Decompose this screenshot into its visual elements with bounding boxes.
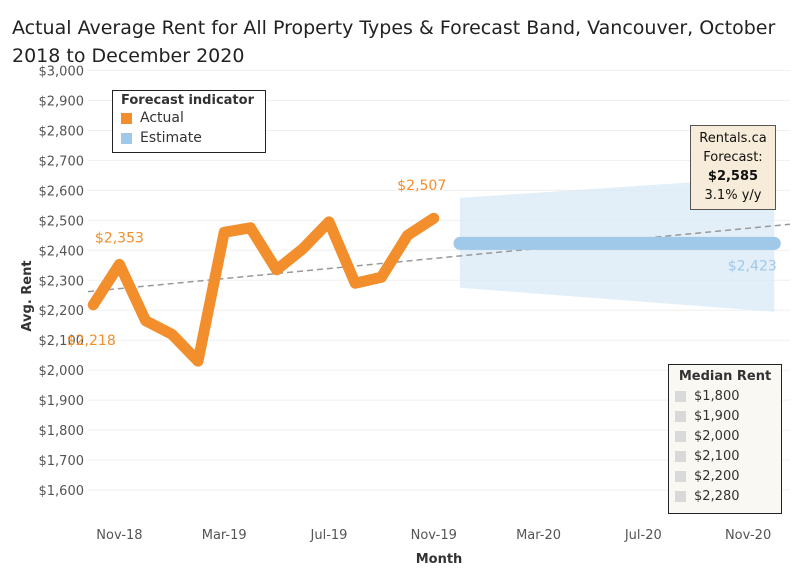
legend-title: Forecast indicator (121, 93, 254, 108)
median-legend-label: $2,280 (694, 488, 740, 504)
chart-title: Actual Average Rent for All Property Typ… (12, 17, 776, 67)
y-tick-label: $2,700 (39, 154, 85, 169)
median-legend-item[interactable]: $1,900 (675, 406, 775, 426)
x-tick-label: Mar-19 (202, 528, 247, 543)
median-rent-legend: Median Rent $1,800 $1,900 $2,000 $2,100 … (668, 364, 782, 514)
legend-label-estimate: Estimate (140, 130, 202, 146)
y-tick-label: $2,600 (39, 184, 85, 199)
trend-line (87, 223, 791, 293)
y-tick-label: $2,800 (39, 124, 85, 139)
y-tick-label: $2,900 (39, 94, 85, 109)
forecast-indicator-legend: Forecast indicator Actual Estimate (112, 90, 266, 153)
legend-swatch-estimate (121, 132, 132, 144)
median-legend-title: Median Rent (678, 369, 772, 384)
callout-value: $2,585 (707, 169, 759, 184)
data-labels: $2,218 $2,353 $2,507 $2,423 (67, 178, 777, 349)
median-swatch (675, 470, 686, 482)
y-tick-label: $3,000 (39, 65, 85, 80)
callout-change: 3.1% y/y (704, 188, 762, 203)
median-swatch (675, 410, 686, 422)
y-axis-ticks: $1,600 $1,700 $1,800 $1,900 $2,000 $2,100 $2,2… (39, 65, 85, 500)
median-legend-item[interactable]: $2,000 (675, 426, 775, 446)
legend-item-actual[interactable]: Actual (121, 108, 259, 128)
trend-layer (87, 223, 791, 293)
legend-item-estimate[interactable]: Estimate (121, 128, 259, 148)
median-legend-item[interactable]: $1,800 (675, 386, 775, 406)
y-tick-label: $2,500 (39, 214, 85, 229)
median-swatch (675, 430, 686, 442)
median-swatch (675, 450, 686, 462)
data-label: $2,423 (728, 258, 777, 274)
x-axis-ticks: Nov-18 Mar-19 Jul-19 Nov-19 Mar-20 Jul-20 Nov-… (96, 528, 771, 543)
median-legend-label: $1,900 (694, 408, 740, 424)
y-tick-label: $2,300 (39, 274, 85, 289)
actual-series-line (87, 212, 440, 367)
y-axis-title: Avg. Rent (20, 260, 35, 331)
y-tick-label: $2,000 (39, 364, 85, 379)
median-legend-label: $2,000 (694, 428, 740, 444)
median-legend-label: $1,800 (694, 388, 740, 404)
median-swatch (675, 390, 686, 402)
data-label: $2,353 (95, 230, 144, 246)
x-tick-label: Jul-20 (624, 528, 662, 543)
x-tick-label: Nov-18 (96, 528, 142, 543)
data-label: $2,507 (397, 178, 446, 194)
median-legend-item[interactable]: $2,100 (675, 446, 775, 466)
x-tick-label: Jul-19 (310, 528, 348, 543)
legend-label-actual: Actual (140, 110, 184, 126)
y-tick-label: $2,100 (39, 334, 85, 349)
series-layer (87, 212, 781, 367)
median-legend-item[interactable]: $2,200 (675, 466, 775, 486)
forecast-callout: Rentals.ca Forecast: $2,585 3.1% y/y (690, 125, 776, 210)
median-swatch (675, 490, 686, 502)
legend-swatch-actual (121, 112, 132, 124)
y-tick-label: $1,800 (39, 424, 85, 439)
y-tick-label: $1,700 (39, 454, 85, 469)
y-tick-label: $1,600 (39, 484, 85, 499)
x-tick-label: Mar-20 (516, 528, 561, 543)
y-tick-label: $2,200 (39, 304, 85, 319)
callout-line1: Rentals.ca (699, 131, 767, 146)
x-axis-title: Month (416, 552, 463, 567)
data-label: $2,218 (67, 333, 116, 349)
median-legend-label: $2,200 (694, 468, 740, 484)
y-tick-label: $1,900 (39, 394, 85, 409)
x-tick-label: Nov-19 (411, 528, 457, 543)
x-tick-label: Nov-20 (725, 528, 771, 543)
callout-line2: Forecast: (703, 150, 763, 165)
median-legend-label: $2,100 (694, 448, 740, 464)
median-legend-item[interactable]: $2,280 (675, 486, 775, 506)
y-tick-label: $2,400 (39, 244, 85, 259)
